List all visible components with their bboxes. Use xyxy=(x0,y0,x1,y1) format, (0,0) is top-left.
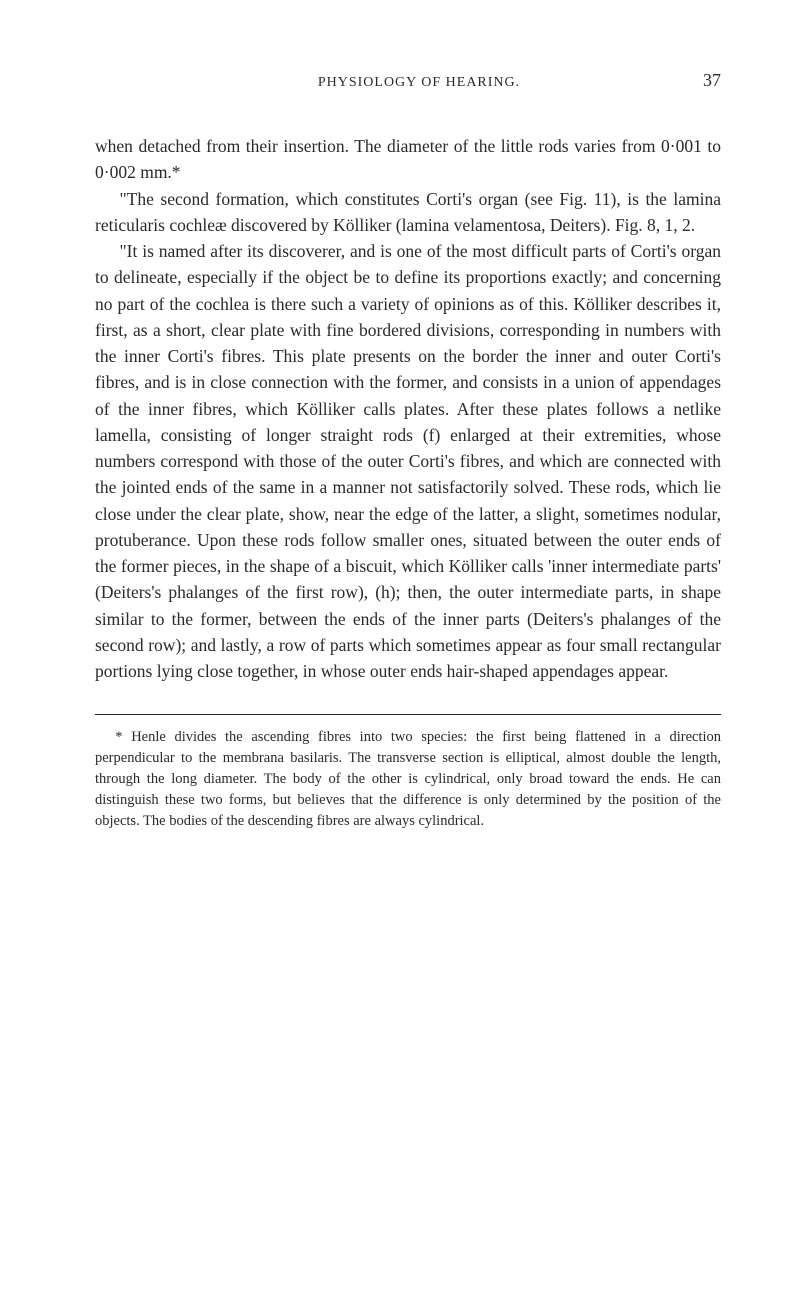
body-text: when detached from their insertion. The … xyxy=(95,133,721,684)
paragraph: "It is named after its discoverer, and i… xyxy=(95,238,721,684)
footnote: * Henle divides the ascending fibres int… xyxy=(95,727,721,832)
running-header: PHYSIOLOGY OF HEARING. xyxy=(95,75,703,91)
page-header: PHYSIOLOGY OF HEARING. 37 xyxy=(95,70,721,91)
footnote-rule xyxy=(95,714,721,715)
paragraph: when detached from their insertion. The … xyxy=(95,133,721,186)
paragraph: "The second formation, which constitutes… xyxy=(95,186,721,239)
page-number: 37 xyxy=(703,70,721,91)
